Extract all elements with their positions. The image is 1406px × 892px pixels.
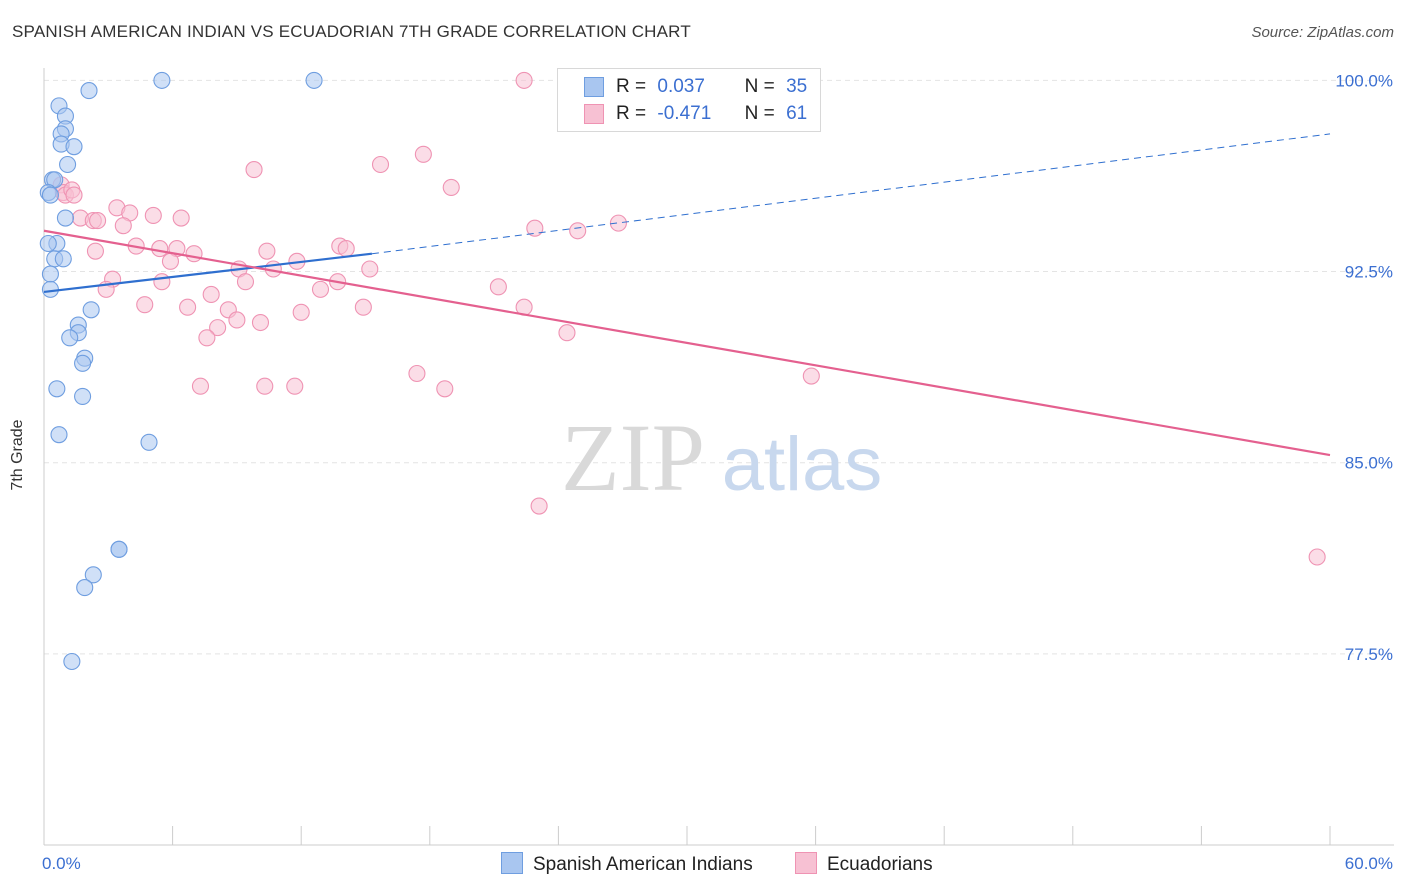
ecuadorian-point xyxy=(258,242,276,260)
spanish-american-indian-point xyxy=(41,280,59,298)
spanish-american-indian-point xyxy=(48,380,66,398)
ecuadorian-point xyxy=(179,298,197,316)
spanish-american-indian-point xyxy=(84,566,102,584)
ecuadorian-point xyxy=(245,161,263,179)
watermark-atlas: atlas xyxy=(722,422,883,507)
ecuadorian-point xyxy=(172,209,190,227)
points-layer xyxy=(39,71,1326,671)
ecuadorian-point xyxy=(311,280,330,298)
legend-item-ecuadorians[interactable]: Ecuadorians xyxy=(795,852,933,876)
ecuadorian-point xyxy=(526,219,544,237)
pink-swatch-icon xyxy=(584,104,604,124)
ecuadorian-trend-line xyxy=(43,229,1331,457)
ecuadorian-point xyxy=(89,212,107,230)
ecuadorian-point xyxy=(558,324,576,342)
spanish-american-indian-point xyxy=(140,433,158,451)
ecuadorian-point xyxy=(198,329,216,347)
n-label: N = xyxy=(744,103,775,124)
chart-title: SPANISH AMERICAN INDIAN VS ECUADORIAN 7T… xyxy=(12,22,691,41)
ecuadorian-point xyxy=(515,71,533,89)
legend-label: Spanish American Indians xyxy=(533,854,753,875)
ecuadorian-point xyxy=(236,273,255,291)
ecuadorian-point xyxy=(361,260,379,278)
y-tick-label: 85.0% xyxy=(1345,454,1393,473)
tick-label-layer: 77.5% 85.0% 92.5% 100.0% 0.0% 60.0% xyxy=(42,71,1393,873)
spanish-american-indian-point xyxy=(153,71,171,89)
spanish-american-indian-point xyxy=(110,540,128,558)
y-tick-label: 77.5% xyxy=(1345,645,1393,664)
y-tick-label: 92.5% xyxy=(1345,263,1393,282)
ecuadorian-point xyxy=(161,252,180,270)
ecuadorian-point xyxy=(436,380,454,398)
series2-r-value: -0.471 xyxy=(657,103,712,124)
ecuadorian-point xyxy=(144,206,162,225)
ecuadorian-point xyxy=(292,303,310,321)
ecuadorian-point xyxy=(228,311,246,329)
spanish-american-indian-trend-extension xyxy=(371,133,1331,255)
ecuadorian-point xyxy=(209,319,227,337)
series1-n-value: 35 xyxy=(786,76,808,97)
series1-r-value: 0.037 xyxy=(657,76,705,97)
spanish-american-indian-point xyxy=(61,329,79,347)
ecuadorian-point xyxy=(371,155,390,174)
blue-swatch-icon xyxy=(501,852,523,874)
spanish-american-indian-point xyxy=(41,186,59,204)
ecuadorian-point xyxy=(489,278,507,296)
y-tick-label: 100.0% xyxy=(1335,71,1393,90)
spanish-american-indian-point xyxy=(74,354,92,372)
watermark-zip: ZIP xyxy=(561,404,705,511)
series2-n-value: 61 xyxy=(786,103,808,124)
spanish-american-indian-point xyxy=(305,71,323,89)
ecuadorian-point xyxy=(609,214,627,232)
spanish-american-indian-point xyxy=(59,155,77,174)
spanish-american-indian-point xyxy=(76,579,94,597)
spanish-american-indian-point xyxy=(74,387,92,405)
ecuadorian-point xyxy=(153,273,171,291)
ecuadorian-point xyxy=(114,217,132,235)
stats-legend: R = 0.037 N = 35 R = -0.471 N = 61 xyxy=(557,68,821,132)
ecuadorian-point xyxy=(136,296,154,314)
x-tick-label: 60.0% xyxy=(1345,854,1393,873)
ecuadorian-point xyxy=(802,367,820,385)
ecuadorian-point xyxy=(256,377,274,395)
spanish-american-indian-point xyxy=(63,652,81,671)
blue-swatch-icon xyxy=(584,77,604,97)
ecuadorian-point xyxy=(530,497,548,515)
spanish-american-indian-point xyxy=(39,234,57,253)
spanish-american-indian-trend-line xyxy=(43,252,373,294)
ecuadorian-point xyxy=(569,222,587,240)
ecuadorian-point xyxy=(191,377,210,395)
ecuadorian-point xyxy=(1308,548,1326,566)
spanish-american-indian-point xyxy=(80,82,98,100)
legend-label: Ecuadorians xyxy=(827,854,933,875)
spanish-american-indian-point xyxy=(54,250,72,268)
ecuadorian-point xyxy=(337,240,355,258)
ecuadorian-point xyxy=(151,240,169,258)
spanish-american-indian-point xyxy=(65,138,83,156)
spanish-american-indian-point xyxy=(41,265,59,283)
ecuadorian-point xyxy=(65,186,83,204)
r-label: R = xyxy=(616,76,647,97)
ecuadorian-point xyxy=(442,178,460,196)
spanish-american-indian-point xyxy=(56,209,74,227)
ecuadorian-point xyxy=(185,245,203,263)
ecuadorian-point xyxy=(408,364,426,383)
spanish-american-indian-point xyxy=(82,301,100,319)
source-label: Source: ZipAtlas.com xyxy=(1251,24,1394,41)
ecuadorian-point xyxy=(202,285,220,304)
r-label: R = xyxy=(616,103,647,124)
ecuadorian-point xyxy=(414,145,432,163)
pink-swatch-icon xyxy=(795,852,817,874)
x-tick-label: 0.0% xyxy=(42,854,81,873)
ecuadorian-point xyxy=(286,377,304,395)
legend-item-spanish-american-indians[interactable]: Spanish American Indians xyxy=(501,852,753,876)
axis-layer xyxy=(43,68,1394,846)
trend-layer xyxy=(43,133,1331,457)
ecuadorian-point xyxy=(86,242,104,260)
spanish-american-indian-point xyxy=(50,426,68,444)
n-label: N = xyxy=(744,76,775,97)
ecuadorian-point xyxy=(251,313,270,332)
ecuadorian-point xyxy=(354,298,372,316)
